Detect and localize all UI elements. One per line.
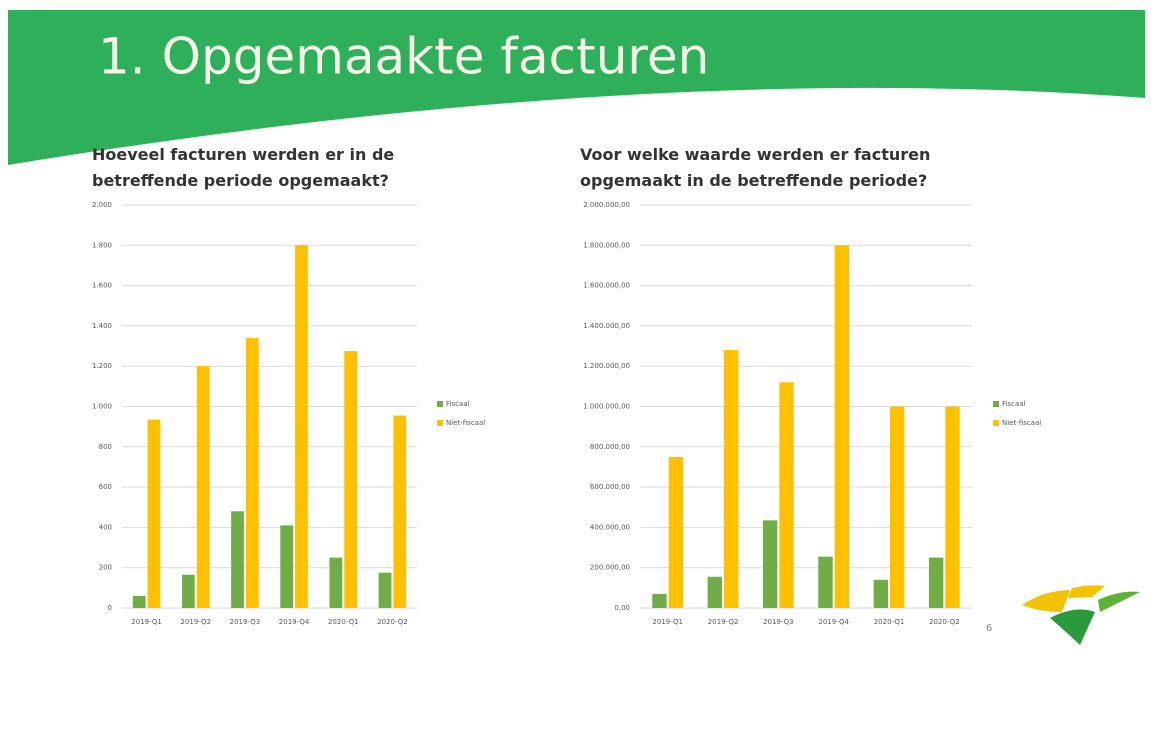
- y-tick-label: 2.000.000,00: [583, 201, 630, 209]
- bar: [329, 557, 343, 608]
- legend-label: Fiscaal: [446, 400, 470, 408]
- bar: [762, 520, 778, 608]
- bar: [280, 525, 294, 608]
- bar: [873, 579, 888, 608]
- y-tick-label: 800.000,00: [590, 443, 630, 451]
- y-tick-label: 1.600.000,00: [583, 282, 630, 290]
- bar: [945, 406, 960, 608]
- y-tick-label: 1.800: [92, 241, 112, 249]
- legend-label: Fiscaal: [1002, 400, 1026, 408]
- y-tick-label: 600.000,00: [590, 483, 630, 491]
- y-tick-label: 1.600: [92, 282, 112, 290]
- y-tick-label: 0: [108, 604, 112, 612]
- y-tick-label: 800: [99, 443, 112, 451]
- x-tick-label: 2019-Q2: [180, 618, 211, 626]
- y-tick-label: 1.200.000,00: [583, 362, 630, 370]
- bar: [295, 245, 308, 609]
- y-tick-label: 400: [99, 523, 112, 531]
- page-number: 6: [986, 623, 992, 634]
- x-tick-label: 2019-Q4: [818, 618, 849, 626]
- x-tick-label: 2019-Q4: [279, 618, 310, 626]
- bar: [196, 366, 210, 608]
- y-tick-label: 1.000.000,00: [583, 403, 630, 411]
- chart-title: Voor welke waarde werden er facturen opg…: [580, 145, 931, 190]
- bar: [344, 351, 358, 608]
- bar: [928, 557, 944, 608]
- y-tick-label: 0,00: [614, 604, 630, 612]
- bar: [652, 593, 667, 608]
- bar: [724, 350, 739, 608]
- y-tick-label: 1.400: [92, 322, 112, 330]
- x-tick-label: 2019-Q1: [131, 618, 162, 626]
- bar: [818, 556, 833, 608]
- y-tick-label: 1.800.000,00: [583, 241, 630, 249]
- x-tick-label: 2020-Q2: [377, 618, 408, 626]
- x-tick-label: 2019-Q1: [652, 618, 683, 626]
- legend-swatch: [993, 420, 999, 426]
- legend-swatch: [437, 401, 443, 407]
- bar: [707, 576, 722, 608]
- bar: [668, 456, 684, 608]
- bar: [890, 406, 905, 608]
- bar: [231, 511, 244, 608]
- bar: [132, 595, 146, 608]
- y-tick-label: 1.000: [92, 403, 112, 411]
- x-tick-label: 2019-Q2: [708, 618, 739, 626]
- bar: [147, 419, 161, 608]
- x-tick-label: 2020-Q1: [328, 618, 359, 626]
- logo: [1022, 585, 1140, 645]
- y-tick-label: 200: [99, 564, 112, 572]
- legend-label: Niet-fiscaal: [446, 419, 485, 427]
- y-tick-label: 1.200: [92, 362, 112, 370]
- y-tick-label: 2.000: [92, 201, 112, 209]
- legend-label: Niet-fiscaal: [1002, 419, 1041, 427]
- chart-title: Hoeveel facturen werden er in de betreff…: [92, 145, 395, 190]
- x-tick-label: 2019-Q3: [763, 618, 794, 626]
- bar: [834, 245, 850, 609]
- y-tick-label: 200.000,00: [590, 564, 630, 572]
- y-tick-label: 400.000,00: [590, 523, 630, 531]
- header-band: [8, 10, 1145, 165]
- y-tick-label: 600: [99, 483, 112, 491]
- bar: [393, 415, 407, 608]
- legend-swatch: [437, 420, 443, 426]
- x-tick-label: 2020-Q2: [929, 618, 960, 626]
- x-tick-label: 2020-Q1: [874, 618, 905, 626]
- bar: [181, 574, 195, 608]
- slide-title: 1. Opgemaakte facturen: [98, 28, 709, 86]
- x-tick-label: 2019-Q3: [230, 618, 261, 626]
- bar: [245, 337, 259, 608]
- y-tick-label: 1.400.000,00: [583, 322, 630, 330]
- legend-swatch: [993, 401, 999, 407]
- bar: [779, 382, 794, 608]
- bar: [378, 572, 392, 608]
